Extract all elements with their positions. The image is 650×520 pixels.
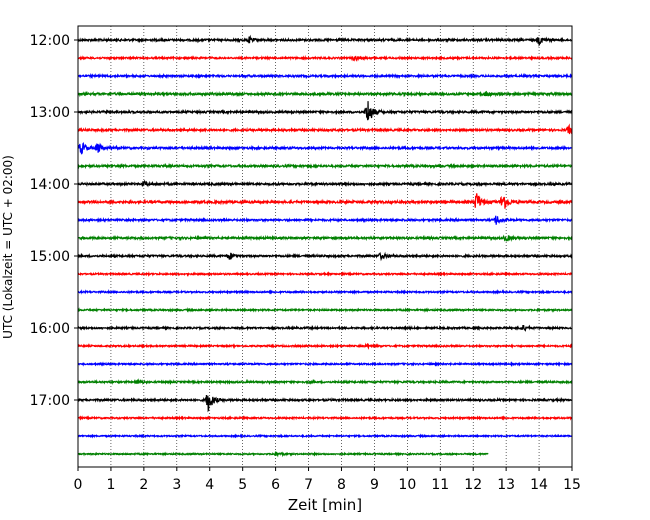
seismic-traces xyxy=(77,34,573,458)
y-tick-label: 15:00 xyxy=(30,249,70,265)
x-tick-label: 4 xyxy=(205,477,214,493)
y-tick-label: 16:00 xyxy=(30,321,70,337)
trace-1430 xyxy=(77,215,573,225)
x-tick-label: 15 xyxy=(563,477,581,493)
x-tick-label: 3 xyxy=(172,477,181,493)
y-axis-ticks: 12:00 13:00 14:00 15:00 16:00 17:00 xyxy=(30,33,78,409)
trace-1330 xyxy=(77,141,573,155)
x-tick-label: 8 xyxy=(337,477,346,493)
trace-1215 xyxy=(77,54,573,62)
y-tick-label: 17:00 xyxy=(30,393,70,409)
x-tick-label: 10 xyxy=(398,477,416,493)
y-axis-label: UTC (Lokalzeit = UTC + 02:00) xyxy=(1,155,15,339)
trace-1545 xyxy=(77,307,573,313)
trace-1630 xyxy=(77,361,573,367)
trace-1715 xyxy=(77,414,573,421)
x-tick-label: 13 xyxy=(497,477,515,493)
x-tick-label: 1 xyxy=(106,477,115,493)
x-axis-ticks: 0 1 2 3 4 5 6 7 8 9 10 11 12 13 14 15 xyxy=(74,467,581,493)
trace-1530 xyxy=(77,288,573,295)
trace-1515 xyxy=(77,270,573,278)
x-tick-label: 9 xyxy=(370,477,379,493)
trace-1445 xyxy=(77,234,573,242)
x-axis-label: Zeit [min] xyxy=(288,496,362,514)
x-tick-label: 12 xyxy=(464,477,482,493)
trace-1615 xyxy=(77,342,573,350)
trace-1230 xyxy=(77,72,573,80)
trace-1200 xyxy=(77,34,573,47)
trace-1645 xyxy=(77,378,573,386)
x-tick-label: 11 xyxy=(431,477,449,493)
trace-1315 xyxy=(77,123,573,135)
y-tick-label: 13:00 xyxy=(30,105,70,121)
trace-1730 xyxy=(77,433,573,439)
trace-1500 xyxy=(77,251,573,262)
x-tick-label: 0 xyxy=(74,477,83,493)
trace-1300 xyxy=(77,101,573,121)
trace-1600 xyxy=(77,324,573,332)
x-tick-label: 5 xyxy=(238,477,247,493)
trace-1345 xyxy=(77,162,573,170)
x-tick-label: 6 xyxy=(271,477,280,493)
trace-1400 xyxy=(77,179,573,188)
trace-1745 xyxy=(77,451,489,458)
trace-1245 xyxy=(77,90,573,98)
trace-1415 xyxy=(77,193,573,209)
plot-frame xyxy=(77,25,573,468)
trace-1700 xyxy=(77,394,573,413)
y-tick-label: 12:00 xyxy=(30,33,70,49)
x-tick-label: 2 xyxy=(139,477,148,493)
x-tick-label: 14 xyxy=(530,477,548,493)
y-tick-label: 14:00 xyxy=(30,177,70,193)
x-tick-label: 7 xyxy=(304,477,313,493)
